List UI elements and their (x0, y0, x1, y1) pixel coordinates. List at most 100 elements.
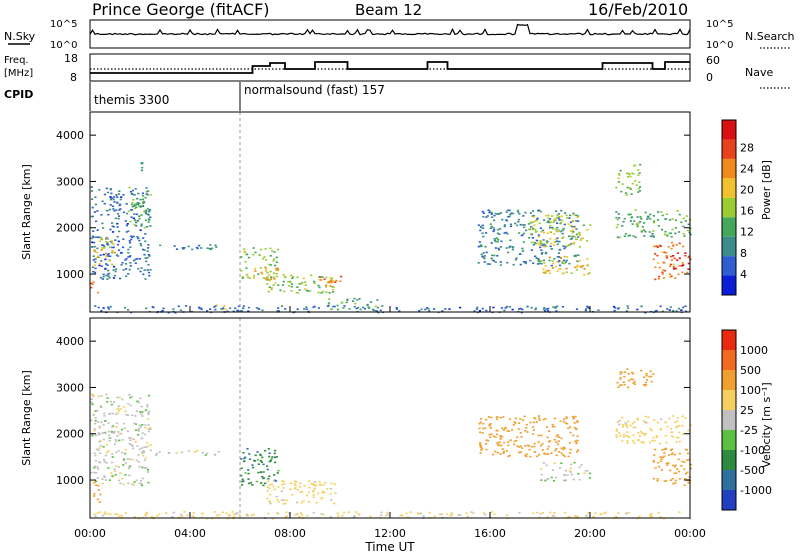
heatmap-cell (135, 429, 138, 431)
heatmap-cell (118, 439, 121, 442)
heatmap-cell (689, 233, 692, 236)
heatmap-cell (294, 484, 297, 487)
heatmap-cell (659, 442, 662, 445)
heatmap-cell (277, 307, 280, 309)
heatmap-cell (367, 306, 370, 308)
heatmap-cell (103, 415, 106, 417)
heatmap-cell (489, 223, 492, 225)
heatmap-cell (103, 412, 106, 415)
heatmap-cell (642, 433, 646, 435)
heatmap-cell (116, 408, 119, 410)
heatmap-cell (93, 264, 96, 266)
heatmap-cell (500, 444, 503, 447)
heatmap-cell (494, 212, 497, 215)
heatmap-cell (96, 210, 99, 212)
heatmap-cell (544, 272, 547, 274)
heatmap-cell (478, 245, 481, 248)
heatmap-cell (586, 258, 589, 260)
heatmap-cell (124, 263, 128, 265)
heatmap-cell (105, 187, 108, 190)
heatmap-cell (401, 514, 404, 517)
heatmap-cell (129, 246, 132, 248)
heatmap-cell (485, 309, 488, 312)
heatmap-cell (618, 174, 621, 176)
velocity-colorbar-tick: -25 (740, 424, 758, 437)
heatmap-cell (459, 306, 462, 309)
heatmap-cell (141, 415, 144, 417)
heatmap-cell (138, 465, 141, 468)
heatmap-cell (666, 308, 669, 310)
heatmap-cell (536, 455, 539, 458)
heatmap-cell (649, 235, 652, 238)
heatmap-cell (661, 273, 664, 275)
heatmap-cell (681, 460, 684, 463)
heatmap-cell (168, 452, 171, 454)
heatmap-cell (495, 237, 498, 239)
heatmap-cell (96, 229, 99, 231)
heatmap-cell (139, 397, 142, 400)
heatmap-cell (268, 475, 271, 478)
heatmap-cell (319, 276, 322, 278)
heatmap-cell (563, 262, 566, 265)
heatmap-cell (240, 458, 243, 460)
heatmap-cell (268, 452, 271, 455)
heatmap-cell (495, 429, 498, 432)
heatmap-cell (214, 305, 217, 307)
heatmap-cell (259, 453, 262, 456)
heatmap-cell (139, 198, 142, 201)
heatmap-cell (214, 308, 217, 311)
heatmap-cell (140, 225, 143, 227)
colorbar-segment (722, 256, 736, 276)
heatmap-cell (556, 434, 559, 436)
heatmap-cell (550, 248, 554, 250)
heatmap-cell (637, 169, 640, 171)
heatmap-cell (132, 217, 135, 220)
heatmap-cell (509, 439, 512, 442)
heatmap-cell (665, 448, 668, 450)
heatmap-cell (673, 472, 676, 475)
heatmap-cell (127, 248, 130, 251)
heatmap-cell (492, 453, 495, 456)
heatmap-cell (252, 277, 255, 279)
heatmap-cell (116, 243, 119, 246)
heatmap-cell (534, 242, 537, 245)
heatmap-cell (117, 466, 120, 468)
heatmap-cell (377, 311, 380, 314)
heatmap-cell (221, 511, 224, 514)
heatmap-cell (670, 275, 673, 278)
heatmap-cell (273, 488, 276, 491)
heatmap-cell (689, 467, 692, 470)
heatmap-cell (492, 230, 495, 233)
heatmap-cell (102, 424, 105, 426)
freq-label-line1: Freq. (4, 55, 29, 66)
heatmap-cell (644, 415, 647, 418)
heatmap-cell (548, 272, 552, 275)
heatmap-cell (339, 280, 342, 283)
heatmap-cell (480, 253, 483, 256)
velocity-heatmap (90, 368, 693, 520)
heatmap-cell (275, 256, 278, 259)
heatmap-cell (122, 459, 125, 462)
heatmap-cell (332, 291, 335, 293)
heatmap-cell (201, 451, 204, 454)
heatmap-cell (547, 270, 550, 272)
heatmap-cell (496, 232, 499, 235)
heatmap-cell (522, 224, 525, 226)
heatmap-cell (649, 515, 652, 517)
heatmap-cell (102, 253, 105, 256)
heatmap-cell (488, 424, 491, 427)
heatmap-cell (132, 483, 135, 486)
heatmap-cell (269, 270, 272, 273)
heatmap-cell (531, 226, 534, 228)
heatmap-cell (96, 421, 100, 423)
heatmap-cell (671, 452, 674, 454)
heatmap-cell (548, 256, 551, 259)
heatmap-cell (361, 306, 365, 309)
heatmap-cell (628, 187, 632, 189)
heatmap-cell (669, 232, 673, 235)
heatmap-cell (534, 307, 538, 310)
heatmap-cell (92, 230, 95, 232)
heatmap-cell (654, 467, 657, 469)
heatmap-cell (575, 233, 578, 236)
heatmap-cell (669, 306, 672, 308)
